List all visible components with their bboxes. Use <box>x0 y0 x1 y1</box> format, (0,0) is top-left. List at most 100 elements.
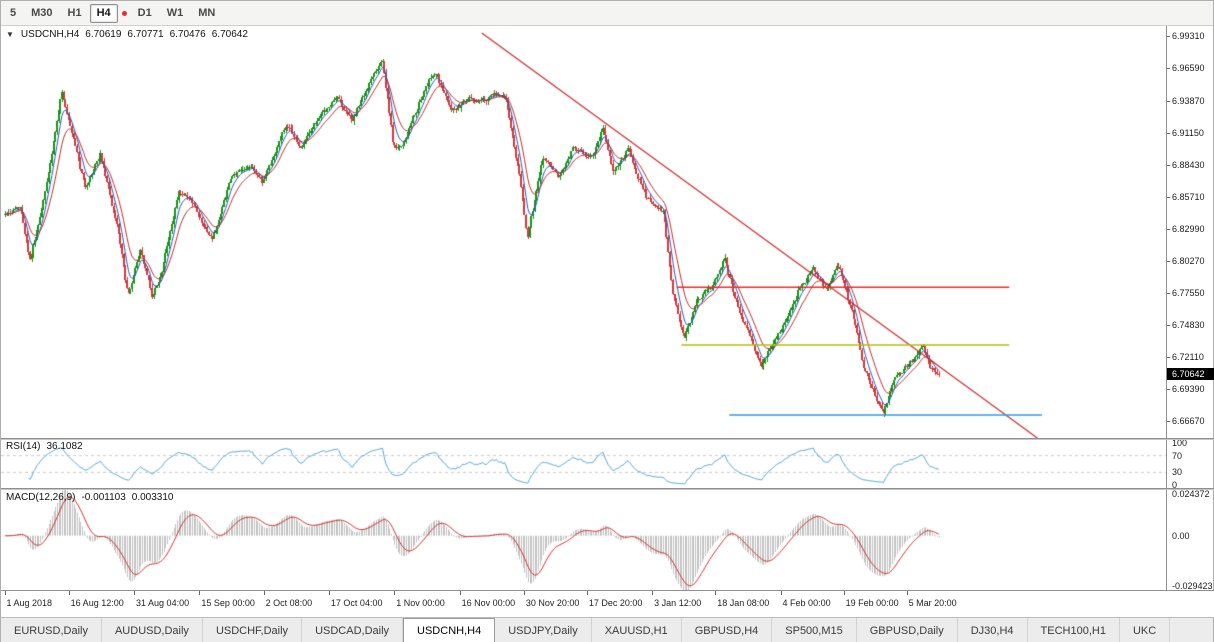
price-axis-tick <box>1167 356 1170 358</box>
tab-usdjpy-daily[interactable]: USDJPY,Daily <box>495 618 592 642</box>
time-axis-tick <box>906 591 908 595</box>
time-axis-tick <box>328 591 330 595</box>
price-axis-label: 6.72110 <box>1172 351 1204 362</box>
macd-canvas[interactable] <box>1 490 1168 590</box>
rsi-axis-label: 0 <box>1172 480 1178 490</box>
time-axis-label: 15 Sep 00:00 <box>201 598 255 608</box>
chart-tab-bar: EURUSD,Daily AUDUSD,Daily USDCHF,Daily USDC… <box>1 617 1213 642</box>
timeframe-w1[interactable]: W1 <box>166 6 184 19</box>
price-axis-label: 6.93870 <box>1172 95 1205 106</box>
tab-usdchf-daily[interactable]: USDCHF,Daily <box>203 618 303 642</box>
time-axis-tick <box>199 591 201 595</box>
price-axis-label: 6.80270 <box>1172 255 1205 266</box>
time-axis[interactable]: 1 Aug 2018 16 Aug 12:00 31 Aug 04:00 15 Sep… <box>1 590 1214 617</box>
time-axis-label: 19 Feb 00:00 <box>845 598 899 608</box>
timeframe-m30[interactable]: M30 <box>31 6 53 19</box>
time-axis-label: 2 Oct 08:00 <box>265 598 313 608</box>
macd-name: MACD(12,26,9) <box>6 492 76 503</box>
tab-xauusd-h1[interactable]: XAUUSD,H1 <box>592 618 682 642</box>
time-axis-label: 16 Nov 00:00 <box>461 598 516 608</box>
price-axis-label: 6.66670 <box>1172 415 1205 426</box>
timeframe-d1[interactable]: D1 <box>137 6 152 19</box>
timeframe-5[interactable]: 5 <box>10 6 17 19</box>
price-axis-tick <box>1167 68 1170 70</box>
macd-pane[interactable]: MACD(12,26,9) -0.001103 0.003310 <box>1 490 1168 590</box>
price-axis-tick <box>1167 100 1170 102</box>
price-axis-tick <box>1167 164 1170 166</box>
time-axis-tick <box>68 591 70 595</box>
time-axis-label: 18 Jan 08:00 <box>717 598 770 608</box>
price-axis-label: 6.88430 <box>1172 159 1205 170</box>
tab-sp500-m15[interactable]: SP500,M15 <box>772 618 857 642</box>
tab-usdcnh-h4[interactable]: USDCNH,H4 <box>403 618 496 642</box>
pane-divider[interactable] <box>1 438 1214 440</box>
price-axis-tick <box>1167 324 1170 326</box>
rsi-axis-label: 100 <box>1172 438 1188 448</box>
symbol-dropdown-icon[interactable]: ▼ <box>6 30 14 39</box>
macd-value-main: -0.001103 <box>81 492 126 503</box>
time-axis-label: 1 Aug 2018 <box>6 598 53 608</box>
time-axis-tick <box>843 591 845 595</box>
tab-ukc[interactable]: UKC <box>1120 618 1171 642</box>
rsi-value: 36.1082 <box>46 441 83 452</box>
tab-tech100-h1[interactable]: TECH100,H1 <box>1028 618 1120 642</box>
price-axis-label: 6.91150 <box>1172 127 1204 138</box>
rsi-header: RSI(14) 36.1082 <box>6 441 83 452</box>
time-axis-label: 4 Feb 00:00 <box>782 598 831 608</box>
price-axis-label: 6.82990 <box>1172 223 1205 234</box>
timeframe-toolbar: 5 M30 H1 H4 D1 W1 MN <box>1 1 1213 26</box>
price-axis-tick <box>1167 292 1170 294</box>
timeframe-mn[interactable]: MN <box>198 6 216 19</box>
chart-symbol-label: USDCNH,H4 <box>20 29 80 40</box>
price-axis-label: 6.96590 <box>1172 63 1205 74</box>
price-axis-tick <box>1167 420 1170 422</box>
macd-axis-label: -0.029423 <box>1172 581 1213 591</box>
time-axis-tick <box>715 591 717 595</box>
time-axis-tick <box>394 591 396 595</box>
tab-usdcad-daily[interactable]: USDCAD,Daily <box>302 618 404 642</box>
macd-axis-label: 0.024372 <box>1172 489 1210 499</box>
time-axis-label: 30 Nov 20:00 <box>525 598 580 608</box>
chart-header: ▼ USDCNH,H4 6.70619 6.70771 6.70476 6.70… <box>6 29 248 40</box>
rsi-axis-label: 30 <box>1172 467 1183 478</box>
red-dot-indicator <box>121 10 127 16</box>
tab-eurusd-daily[interactable]: EURUSD,Daily <box>1 618 102 642</box>
rsi-canvas[interactable] <box>1 440 1168 488</box>
time-axis-tick <box>523 591 525 595</box>
rsi-pane[interactable]: RSI(14) 36.1082 <box>1 440 1168 488</box>
time-axis-tick <box>134 591 136 595</box>
pane-divider[interactable] <box>1 488 1214 490</box>
ohlc-high: 6.70771 <box>127 29 164 40</box>
time-axis-label: 3 Jan 12:00 <box>654 598 702 608</box>
macd-axis-label: 0.00 <box>1172 530 1190 541</box>
time-axis-tick <box>4 591 6 595</box>
tab-gbpusd-daily[interactable]: GBPUSD,Daily <box>857 618 958 642</box>
timeframe-h4[interactable]: H4 <box>89 3 118 23</box>
macd-header: MACD(12,26,9) -0.001103 0.003310 <box>6 492 173 503</box>
price-axis-tick <box>1167 388 1170 390</box>
price-pane[interactable]: ▼ USDCNH,H4 6.70619 6.70771 6.70476 6.70… <box>1 26 1168 438</box>
time-axis-tick <box>780 591 782 595</box>
tab-gbpusd-h4[interactable]: GBPUSD,H4 <box>682 618 773 642</box>
rsi-name: RSI(14) <box>6 441 41 452</box>
time-axis-tick <box>263 591 265 595</box>
macd-value-signal: 0.003310 <box>131 492 174 503</box>
price-axis[interactable]: 6.70642 6.99310 6.96590 6.93870 6.91150 6.88… <box>1166 26 1214 591</box>
ohlc-open: 6.70619 <box>85 29 122 40</box>
price-axis-tick <box>1167 196 1170 198</box>
price-axis-label: 6.77550 <box>1172 287 1205 298</box>
time-axis-label: 5 Mar 20:00 <box>908 598 957 608</box>
candlestick-canvas[interactable] <box>1 26 1168 438</box>
time-axis-tick <box>652 591 654 595</box>
time-axis-label: 31 Aug 04:00 <box>136 598 190 608</box>
price-axis-tick <box>1167 132 1170 134</box>
tab-audusd-daily[interactable]: AUDUSD,Daily <box>102 618 203 642</box>
timeframe-h1[interactable]: H1 <box>67 6 82 19</box>
price-axis-tick <box>1167 36 1170 38</box>
rsi-axis-label: 70 <box>1172 450 1183 461</box>
time-axis-label: 1 Nov 00:00 <box>396 598 445 608</box>
tab-dj30-h4[interactable]: DJ30,H4 <box>958 618 1028 642</box>
price-axis-label: 6.74830 <box>1172 319 1205 330</box>
ohlc-close: 6.70642 <box>211 29 248 40</box>
